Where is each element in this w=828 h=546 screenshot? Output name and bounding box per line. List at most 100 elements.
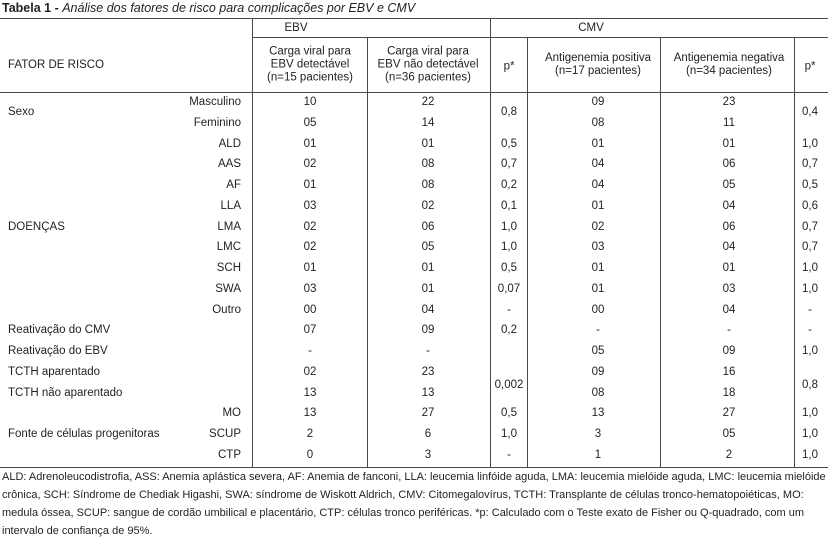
cell-subcategory: Outro [212,303,241,316]
cell-ebv-not-detectable: 09 [421,324,435,337]
cell-ebv-not-detectable: 3 [424,448,432,461]
cell-p-cmv: 1,0 [802,262,818,274]
cell-p-ebv: 0,07 [497,282,521,295]
cell-cmv-negative: 27 [722,407,736,420]
cell-cmv-positive: 01 [591,199,605,212]
cell-ebv-not-detectable: 22 [421,96,435,108]
header-cmv-neg: Antigenemia negativa (n=34 pacientes) [673,52,785,77]
cell-category: Reativação do EBV [8,345,108,357]
cell-subcategory: LLA [220,199,241,212]
cell-ebv-not-detectable: - [426,345,430,357]
p-value-sexo-cmv: 0,4 [802,106,818,118]
cell-cmv-positive: 01 [591,282,605,295]
cell-cmv-positive: 03 [591,241,605,254]
cell-ebv-not-detectable: 01 [421,262,435,274]
cell-cmv-positive: 08 [591,386,605,399]
cell-cmv-positive: 13 [591,407,605,420]
cell-ebv-not-detectable: 08 [421,158,435,171]
cell-cmv-negative: 05 [722,179,736,191]
cell-p-cmv: 1,0 [802,448,818,461]
cell-p-ebv: 0,1 [501,199,517,212]
col-divider [252,18,253,467]
group-rule-ebv [252,37,490,38]
p-value-sexo-ebv: 0,8 [501,106,517,118]
cell-p-cmv: - [808,303,812,316]
cell-category: Fonte de células progenitoras [8,428,160,440]
cell-cmv-negative: 01 [722,137,736,150]
cell-ebv-not-detectable: 01 [421,282,435,295]
cell-p-ebv: - [507,448,511,461]
cell-subcategory: CTP [218,448,241,461]
cell-ebv-detectable: 02 [303,220,317,233]
cell-ebv-not-detectable: 14 [421,116,435,129]
header-p1: p* [503,60,515,73]
caption-title: Análise dos fatores de risco para compli… [62,1,416,15]
cell-ebv-detectable: - [308,345,312,357]
cell-cmv-negative: 05 [722,428,736,440]
cell-ebv-not-detectable: 27 [421,407,435,420]
cell-ebv-not-detectable: 04 [421,303,435,316]
cell-p-ebv: - [507,303,511,316]
cell-p-cmv: 0,6 [802,199,818,212]
top-rule [0,18,828,19]
cell-p-cmv: 0,7 [802,241,818,254]
cell-cmv-negative: 2 [725,448,733,461]
cell-p-cmv: 0,5 [802,179,818,191]
bottom-rule [0,467,828,468]
header-cmv-pos: Antigenemia positiva (n=17 pacientes) [544,52,652,77]
cell-subcategory: Masculino [189,96,241,108]
cell-ebv-detectable: 07 [303,324,317,337]
cell-ebv-detectable: 13 [303,386,317,399]
cell-ebv-not-detectable: 06 [421,220,435,233]
cell-subcategory: SCH [216,262,241,274]
col-divider [794,37,795,467]
cell-p-cmv: 1,0 [802,282,818,295]
cell-category: Reativação do CMV [8,324,111,337]
table-caption: Tabela 1 - Análise dos fatores de risco … [2,1,415,15]
cell-ebv-detectable: 13 [303,407,317,420]
col-divider [660,37,661,467]
cell-cmv-negative: 04 [722,303,736,316]
cell-p-ebv: 0,5 [501,137,517,150]
cell-ebv-not-detectable: 6 [424,428,432,440]
cell-cmv-negative: 09 [722,345,736,357]
cell-subcategory: LMC [216,241,241,254]
cell-category: DOENÇAS [8,220,65,233]
cell-cmv-negative: 03 [722,282,736,295]
header-p2: p* [804,60,816,73]
cell-cmv-positive: 01 [591,262,605,274]
cell-ebv-not-detectable: 05 [421,241,435,254]
cell-cmv-negative: 06 [722,158,736,171]
header-ebv-neg: Carga viral para EBV não detectável (n=3… [377,45,479,84]
cell-subcategory: SCUP [209,428,241,440]
cell-ebv-detectable: 02 [303,158,317,171]
table-footnote: ALD: Adrenoleucodistrofia, ASS: Anemia a… [2,471,826,537]
cell-ebv-detectable: 00 [303,303,317,316]
category-sexo: Sexo [8,106,35,118]
cell-p-ebv: 0,5 [501,407,517,420]
col-divider [490,18,491,467]
cell-ebv-detectable: 2 [306,428,314,440]
cell-subcategory: AF [226,179,241,191]
group-header-cmv: CMV [578,22,604,34]
cell-cmv-positive: 09 [591,96,605,108]
group-header-ebv: EBV [284,22,308,34]
cell-cmv-positive: 3 [594,428,602,440]
cell-cmv-negative: 23 [722,96,736,108]
cell-subcategory: AAS [217,158,241,171]
cell-p-ebv: 0,2 [501,324,517,337]
cell-subcategory: ALD [218,137,241,150]
cell-cmv-positive: - [596,324,600,337]
cell-p-ebv: 0,7 [501,158,517,171]
cell-subcategory: LMA [217,220,241,233]
cell-ebv-not-detectable: 02 [421,199,435,212]
cell-cmv-positive: 1 [594,448,602,461]
col-divider [367,37,368,467]
cell-cmv-negative: 04 [722,241,736,254]
header-ebv-pos: Carga viral para EBV detectável (n=15 pa… [267,45,353,84]
cell-cmv-negative: 11 [723,116,735,129]
cell-cmv-positive: 08 [591,116,605,129]
cell-p-ebv: 1,0 [501,428,517,440]
cell-subcategory: SWA [215,282,241,295]
